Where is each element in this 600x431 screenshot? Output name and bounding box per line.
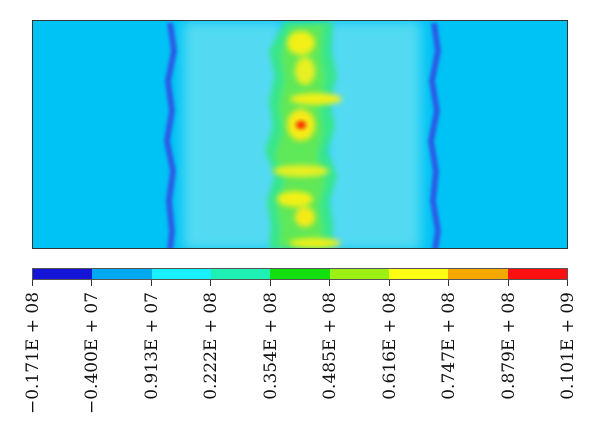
legend-tick: [389, 280, 390, 286]
legend-swatch: [507, 269, 567, 279]
color-legend-bar: [32, 268, 568, 280]
light-band-left: [183, 21, 421, 248]
legend-swatch: [92, 269, 152, 279]
legend-tick-label: 0.747E + 08: [439, 292, 459, 400]
legend-tick-label: 0.879E + 08: [499, 292, 519, 400]
peak-stress-spot: [295, 120, 307, 130]
legend-swatch: [151, 269, 211, 279]
legend-tick: [210, 280, 211, 286]
legend-tick: [270, 280, 271, 286]
legend-tick: [91, 280, 92, 286]
legend-tick-label: 0.222E + 08: [201, 292, 221, 400]
legend-tick: [448, 280, 449, 286]
contour-field: [33, 21, 567, 248]
legend-swatch: [210, 269, 271, 279]
legend-tick-label: 0.616E + 08: [380, 292, 400, 400]
contour-plot: [32, 20, 568, 249]
legend-swatch: [329, 269, 389, 279]
legend-tick-label: 0.101E + 09: [558, 292, 578, 400]
legend-swatch: [388, 269, 449, 279]
legend-tick-label: 0.485E + 08: [320, 292, 340, 400]
legend-tick-label: −0.400E + 07: [82, 291, 102, 414]
legend-tick: [151, 280, 152, 286]
low-stress-streaks: [164, 23, 441, 248]
legend-swatch: [33, 269, 93, 279]
legend-tick: [329, 280, 330, 286]
legend-tick: [508, 280, 509, 286]
legend-swatch: [448, 269, 508, 279]
legend-tick-label: −0.171E + 08: [23, 291, 43, 414]
legend-tick-label: 0.354E + 08: [261, 292, 281, 400]
legend-tick: [32, 280, 33, 286]
legend-swatch: [270, 269, 330, 279]
legend-tick-label: 0.913E + 07: [142, 292, 162, 400]
legend-tick: [567, 280, 568, 286]
high-stress-spots: [273, 31, 342, 248]
